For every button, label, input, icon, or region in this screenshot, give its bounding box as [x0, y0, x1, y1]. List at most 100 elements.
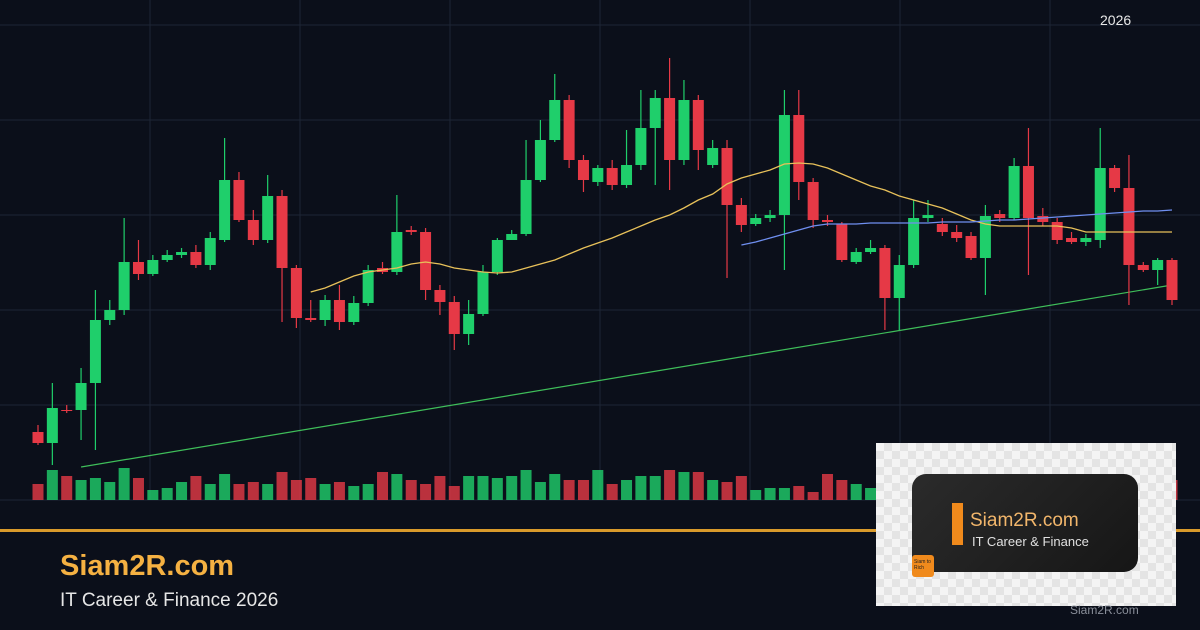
candle-body — [563, 100, 575, 160]
candle-body — [520, 180, 532, 234]
candle-body — [147, 260, 159, 274]
candle-body — [348, 303, 360, 322]
candle-body — [362, 270, 374, 303]
volume-bar — [778, 488, 790, 500]
candle-body — [678, 100, 690, 160]
candle-body — [1022, 166, 1034, 218]
x-axis-label: 2026 — [1100, 12, 1132, 28]
candle-body — [463, 314, 475, 334]
volume-bar — [190, 476, 202, 500]
candle-body — [247, 220, 259, 240]
candle-body — [434, 290, 446, 302]
volume-bar — [219, 474, 231, 500]
volume-bar — [333, 482, 345, 500]
candle-body — [233, 180, 245, 220]
candle-body — [649, 98, 661, 128]
candle-body — [1080, 238, 1092, 242]
candle-body — [994, 214, 1006, 218]
candle-body — [1109, 168, 1121, 188]
volume-bar — [176, 482, 188, 500]
candle-body — [506, 234, 518, 240]
volume-bar — [549, 474, 561, 500]
volume-bar — [563, 480, 575, 500]
volume-bar — [290, 480, 302, 500]
candle-body — [936, 224, 948, 232]
volume-bar — [161, 488, 173, 500]
candle-body — [491, 240, 503, 272]
volume-bar — [821, 474, 833, 500]
volume-bar — [147, 490, 159, 500]
volume-bar — [764, 488, 776, 500]
volume-bar — [434, 476, 446, 500]
moving-average — [310, 162, 1172, 293]
candle-body — [190, 252, 202, 265]
candle-body — [807, 182, 819, 220]
volume-bar — [534, 482, 546, 500]
volume-bar — [807, 492, 819, 500]
candle-body — [951, 232, 963, 238]
candle-body — [1008, 166, 1020, 218]
brand-tagline: IT Career & Finance 2026 — [60, 590, 279, 611]
volume-bar — [420, 484, 432, 500]
candle-body — [606, 168, 618, 185]
candle-body — [305, 318, 317, 320]
volume-bar — [75, 480, 87, 500]
divider — [0, 529, 1200, 532]
volume-bar — [750, 490, 762, 500]
volume-bar — [692, 472, 704, 500]
volume-bar — [448, 486, 460, 500]
candle-body — [1037, 216, 1049, 222]
volume-bar — [793, 486, 805, 500]
candle-body — [692, 100, 704, 150]
candle-body — [176, 252, 188, 255]
candle-body — [118, 262, 130, 310]
candle-body — [750, 218, 762, 224]
candle-body — [161, 255, 173, 260]
watermark: Siam2R.com — [1070, 603, 1139, 617]
candle-body — [290, 268, 302, 318]
candle-body — [735, 205, 747, 225]
candle-body — [46, 408, 58, 443]
candle-body — [391, 232, 403, 272]
candle-body — [592, 168, 604, 182]
volume-bar — [606, 484, 618, 500]
candle-body — [865, 248, 877, 252]
volume-bar — [377, 472, 389, 500]
candle-body — [1123, 188, 1135, 265]
volume-bar — [506, 476, 518, 500]
candle-body — [664, 98, 676, 160]
volume-bar — [132, 478, 144, 500]
volume-bar — [735, 476, 747, 500]
volume-bar — [391, 474, 403, 500]
volume-bar — [262, 484, 274, 500]
candle-body — [219, 180, 231, 240]
candle-body — [32, 432, 44, 443]
candle-body — [333, 300, 345, 322]
volume-bar — [89, 478, 101, 500]
candle-body — [1051, 222, 1063, 240]
candle-body — [534, 140, 546, 180]
candle-body — [276, 196, 288, 268]
volume-bar — [46, 470, 58, 500]
candle-body — [707, 148, 719, 165]
candle-body — [204, 238, 216, 265]
volume-bar — [204, 484, 216, 500]
volume-bar — [463, 476, 475, 500]
volume-bar — [850, 484, 862, 500]
candle-body — [61, 410, 73, 411]
candle-body — [922, 215, 934, 218]
volume-bar — [836, 480, 848, 500]
candle-body — [132, 262, 144, 274]
volume-bar — [577, 480, 589, 500]
candle-body — [549, 100, 561, 140]
candle-body — [319, 300, 331, 320]
volume-bar — [32, 484, 44, 500]
brand-title: Siam2R.com — [60, 550, 235, 582]
candle-body — [621, 165, 633, 185]
volume-bar — [678, 472, 690, 500]
badge: Siam to Rich — [912, 555, 934, 577]
logo-overlay: Siam2R.com IT Career & Finance Siam to R… — [876, 443, 1176, 606]
candle-body — [908, 218, 920, 265]
candle-body — [836, 224, 848, 260]
candle-body — [778, 115, 790, 215]
